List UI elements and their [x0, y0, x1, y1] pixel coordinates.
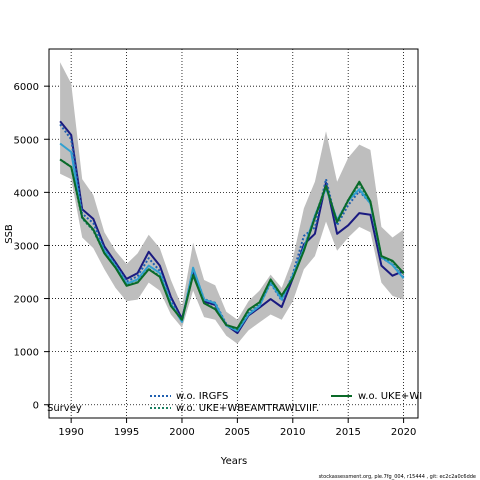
x-tick-label: 2005: [225, 427, 250, 438]
y-tick-label: 6000: [14, 82, 39, 93]
x-tick-label: 1995: [114, 427, 139, 438]
x-axis-label: Years: [220, 456, 247, 467]
y-axis-label: SSB: [4, 224, 15, 244]
x-tick-label: 2010: [280, 427, 305, 438]
x-tick-label: 2000: [169, 427, 194, 438]
plot-background: [49, 49, 418, 418]
series-line-5: [59, 158, 405, 330]
series-lines: [59, 120, 405, 335]
axes: 1990 1995 2000 2005 2010 2015 2020 0 1000 2000 300…: [14, 48, 419, 438]
y-tick-label: 2000: [14, 295, 39, 306]
plot-area: [49, 49, 418, 418]
legend-label: w.o. UKE+WI: [358, 391, 422, 402]
legend-label: w.o. IRGFS: [176, 391, 228, 402]
y-tick-label: 3000: [14, 241, 39, 252]
y-tick-label: 1000: [14, 348, 39, 359]
x-tick-label: 2015: [335, 427, 360, 438]
y-tick-label: 0: [33, 401, 39, 412]
x-tick-label: 2020: [391, 427, 416, 438]
footer-credit: stockassessment.org, ple.7fg_004, r15444…: [319, 474, 476, 480]
x-tick-label: 1990: [58, 427, 83, 438]
legend-label: w.o. UKE+WBEAMTRAWLVIIF.: [176, 403, 319, 414]
y-tick-label: 4000: [14, 188, 39, 199]
y-tick-label: 5000: [14, 135, 39, 146]
legend-label: Survey: [47, 403, 82, 414]
plot-frame: [48, 48, 419, 419]
